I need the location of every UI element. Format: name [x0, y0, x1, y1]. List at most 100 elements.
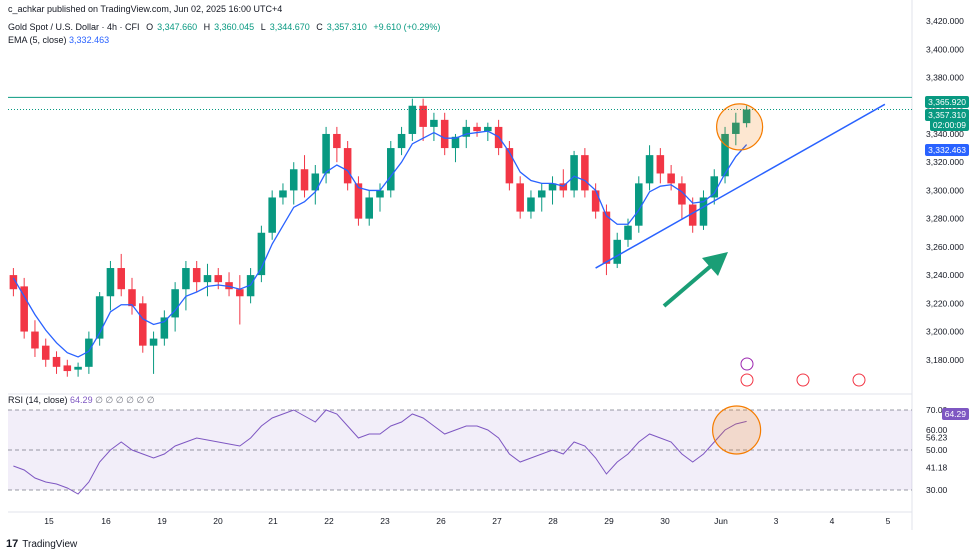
price-tick-label: 3,380.000	[926, 73, 964, 83]
rsi-tick-label: 41.18	[926, 463, 948, 473]
tradingview-logo[interactable]: 17 TradingView	[6, 538, 77, 550]
candle-body	[484, 126, 492, 132]
ema-label: EMA (5, close)	[8, 35, 67, 45]
candle-body	[268, 197, 276, 233]
candle-body	[387, 148, 395, 191]
candle-body	[721, 133, 729, 177]
time-tick-label: Jun	[714, 516, 728, 526]
candle-body	[602, 211, 611, 264]
candle-body	[203, 275, 212, 283]
price-tick-label: 3,400.000	[926, 44, 964, 54]
time-tick-label: 27	[492, 516, 502, 526]
candle-body	[354, 183, 363, 219]
candle-body	[419, 105, 427, 127]
candlestick-series	[9, 98, 751, 377]
rsi-price-tag: 64.29	[941, 408, 969, 420]
time-tick-label: 5	[886, 516, 891, 526]
close-label: C	[316, 22, 323, 32]
candle-body	[85, 338, 93, 367]
candle-body	[408, 105, 417, 134]
open-value: 3,347.660	[157, 22, 198, 32]
tradingview-mark-icon: 17	[6, 538, 19, 550]
ema-line	[12, 130, 748, 358]
us-flag-event-icon	[852, 373, 866, 387]
price-tick-label: 3,420.000	[926, 16, 964, 26]
candle-body	[300, 169, 309, 191]
candle-body	[397, 133, 406, 149]
publisher-line: c_achkar published on TradingView.com, J…	[8, 4, 283, 14]
candle-body	[236, 289, 244, 297]
candle-body	[710, 176, 719, 198]
candle-body	[678, 183, 686, 205]
high-label: H	[203, 22, 211, 32]
momentum-arrow	[662, 263, 714, 308]
candle-body	[473, 126, 481, 132]
countdown-tag: 02:00:09	[929, 119, 969, 131]
candle-body	[742, 109, 751, 124]
symbol-title[interactable]: Gold Spot / U.S. Dollar · 4h · CFI	[8, 22, 140, 32]
low-label: L	[260, 22, 266, 32]
candle-body	[128, 289, 136, 307]
candle-body	[246, 275, 255, 297]
candle-body	[139, 303, 147, 346]
time-tick-label: 22	[324, 516, 334, 526]
candle-body	[171, 289, 179, 318]
candle-body	[613, 239, 621, 264]
rsi-legend[interactable]: RSI (14, close) 64.29 ∅ ∅ ∅ ∅ ∅ ∅	[8, 395, 155, 406]
candle-body	[95, 296, 104, 339]
rsi-band	[8, 409, 912, 491]
candle-body	[343, 148, 352, 184]
price-tick-label: 3,340.000	[926, 129, 964, 139]
time-tick-label: 30	[660, 516, 670, 526]
candle-body	[322, 133, 330, 174]
candle-body	[149, 338, 158, 346]
high-value: 3,360.045	[214, 22, 255, 32]
rsi-value: 64.29	[70, 395, 93, 405]
time-tick-label: 4	[830, 516, 835, 526]
price-tick-label: 3,260.000	[926, 242, 964, 252]
ema-legend[interactable]: EMA (5, close) 3,332.463	[8, 35, 109, 45]
low-value: 3,344.670	[269, 22, 310, 32]
candle-body	[376, 190, 384, 198]
price-axis[interactable]: 3,180.000 3,200.000 3,220.000 3,240.000 3,26…	[926, 16, 964, 495]
price-tick-label: 3,300.000	[926, 185, 964, 195]
candle-body	[225, 282, 233, 290]
candle-body	[430, 119, 438, 127]
ohlc-line: Gold Spot / U.S. Dollar · 4h · CFI O 3,34…	[8, 22, 444, 32]
us-flag-event-icon	[740, 373, 754, 387]
highlight-circle	[716, 103, 764, 151]
candle-body	[656, 155, 665, 174]
rsi-tick-label: 50.00	[926, 445, 948, 455]
annotations	[8, 96, 912, 455]
time-tick-label: 16	[101, 516, 111, 526]
candle-body	[527, 197, 535, 212]
candle-body	[548, 183, 557, 191]
time-tick-label: 29	[604, 516, 614, 526]
rsi-tick-label: 56.23	[926, 433, 948, 443]
candle-body	[505, 148, 514, 184]
price-tick-label: 3,180.000	[926, 355, 964, 365]
candle-body	[63, 365, 72, 372]
ema-value: 3,332.463	[69, 35, 110, 45]
candle-body	[9, 275, 18, 290]
time-tick-label: 3	[774, 516, 779, 526]
time-tick-label: 26	[436, 516, 446, 526]
candle-body	[462, 126, 471, 137]
candle-body	[160, 317, 169, 339]
candle-body	[667, 173, 675, 184]
candle-body	[365, 197, 373, 219]
candle-body	[635, 183, 643, 226]
grid	[8, 0, 913, 530]
price-tick-label: 3,320.000	[926, 157, 964, 167]
candle-body	[440, 119, 449, 149]
rsi-tick-label: 70.00	[926, 405, 948, 415]
candle-body	[570, 155, 578, 191]
candle-body	[31, 331, 39, 349]
candle-body	[333, 133, 341, 149]
time-tick-label: 23	[380, 516, 390, 526]
time-axis[interactable]: 15 16 19 20 21 22 23 26 27 28 29 30 Jun 3 4 5	[44, 516, 890, 526]
candle-body	[688, 204, 697, 226]
lightning-event-icon	[740, 357, 754, 371]
time-tick-label: 21	[268, 516, 278, 526]
